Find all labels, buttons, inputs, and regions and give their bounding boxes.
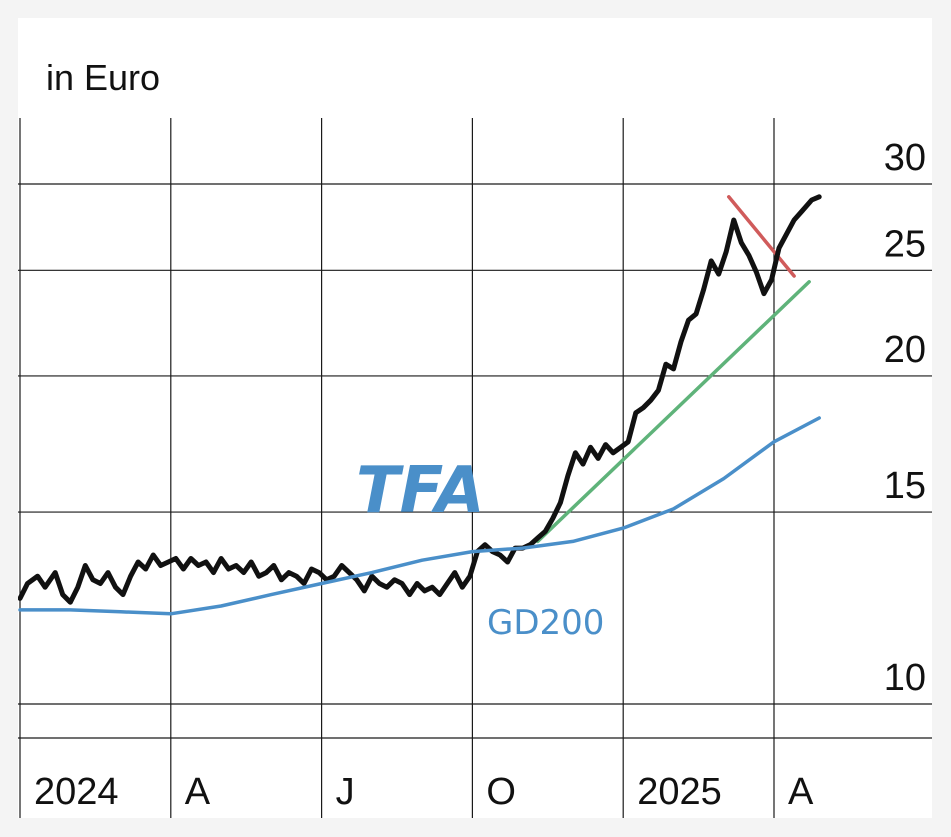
resistance-trendline — [727, 195, 796, 278]
tfa-series-line — [18, 194, 822, 605]
x-tick-label-3: O — [486, 771, 516, 813]
x-tick-label-2: J — [336, 771, 355, 813]
x-tick-label-0: 2024 — [34, 771, 119, 813]
y-axis-unit-label: in Euro — [46, 57, 160, 98]
chart-title: TFA — [356, 454, 485, 528]
y-tick-label-25: 25 — [884, 223, 926, 265]
gd200-series-line — [18, 416, 821, 616]
axis-labels: 30 25 20 15 10 2024 A J O 2025 A — [34, 137, 926, 813]
x-tick-label-4: 2025 — [637, 771, 722, 813]
chart-background — [18, 18, 932, 818]
y-tick-label-15: 15 — [884, 465, 926, 507]
support-trendline — [535, 280, 811, 544]
y-tick-label-30: 30 — [884, 137, 926, 179]
x-tick-label-5: A — [788, 771, 814, 813]
grid — [18, 118, 932, 818]
chart-panel: 30 25 20 15 10 2024 A J O 2025 A in Euro TFA GD200 — [18, 18, 932, 818]
gd200-label: GD200 — [487, 603, 604, 643]
y-tick-label-10: 10 — [884, 657, 926, 699]
y-tick-label-20: 20 — [884, 329, 926, 371]
price-chart: 30 25 20 15 10 2024 A J O 2025 A in Euro TFA GD200 — [18, 18, 932, 818]
x-tick-label-1: A — [185, 771, 211, 813]
series-lines — [18, 194, 822, 616]
